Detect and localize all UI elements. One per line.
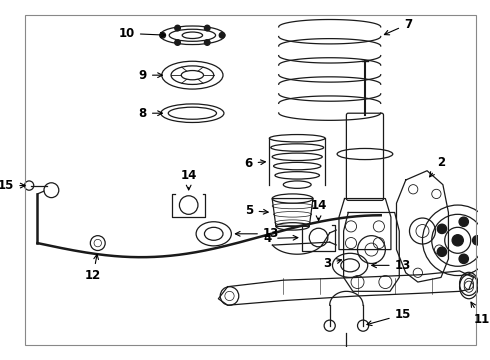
Text: 7: 7 xyxy=(384,18,412,35)
Text: 14: 14 xyxy=(310,199,327,221)
Text: 15: 15 xyxy=(0,179,25,192)
Text: 6: 6 xyxy=(245,157,266,170)
Circle shape xyxy=(459,254,468,264)
Circle shape xyxy=(204,40,210,45)
Text: 8: 8 xyxy=(139,107,162,120)
Text: 3: 3 xyxy=(323,257,342,270)
Circle shape xyxy=(437,247,446,256)
Text: 4: 4 xyxy=(264,232,298,245)
Circle shape xyxy=(459,217,468,226)
Circle shape xyxy=(175,25,180,31)
Circle shape xyxy=(220,32,225,38)
Circle shape xyxy=(472,236,482,245)
Circle shape xyxy=(175,40,180,45)
Text: 11: 11 xyxy=(471,302,490,326)
Text: 13: 13 xyxy=(235,227,279,240)
Circle shape xyxy=(160,32,166,38)
Circle shape xyxy=(204,25,210,31)
Text: 14: 14 xyxy=(180,169,197,190)
Circle shape xyxy=(437,224,446,234)
Text: 9: 9 xyxy=(139,69,162,82)
Text: 1: 1 xyxy=(0,359,1,360)
Text: 13: 13 xyxy=(372,259,411,272)
Text: 2: 2 xyxy=(430,156,445,177)
Text: 12: 12 xyxy=(85,255,101,282)
Circle shape xyxy=(452,235,463,246)
Text: 10: 10 xyxy=(119,27,165,40)
Text: 5: 5 xyxy=(245,204,268,217)
Text: 15: 15 xyxy=(367,308,411,325)
